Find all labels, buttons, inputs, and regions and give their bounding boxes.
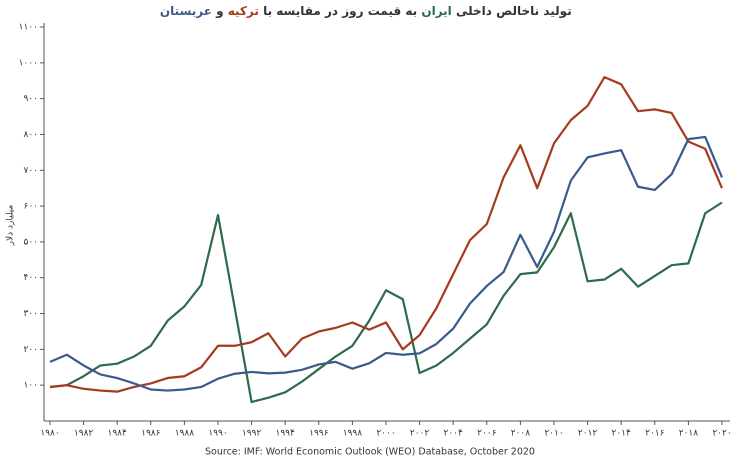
x-tick-label: ۱۹۹۲ xyxy=(242,429,262,439)
title-country: ایران xyxy=(421,4,451,18)
x-tick-label: ۲۰۱۲ xyxy=(578,429,598,439)
x-tick-label: ۱۹۸۴ xyxy=(108,429,128,439)
chart-title: تولید ناخالص داخلی ایران به قیمت روز در … xyxy=(147,4,592,19)
y-tick-label: ۷۰۰ xyxy=(23,166,38,176)
x-tick-label: ۱۹۸۶ xyxy=(141,429,161,439)
x-tick-label: ۱۹۹۶ xyxy=(309,429,329,439)
x-tick-label: ۱۹۹۸ xyxy=(343,429,363,439)
y-tick-label: ۹۰۰ xyxy=(23,94,38,104)
series-line xyxy=(49,201,723,404)
title-part: و xyxy=(212,4,228,19)
y-tick-label: ۱۱۰۰ xyxy=(19,23,38,33)
x-tick-label: ۲۰۱۴ xyxy=(612,429,632,439)
x-tick-label: ۲۰۰۰ xyxy=(376,429,395,439)
title-country: ترکیه xyxy=(228,4,259,18)
y-tick-label: ۸۰۰ xyxy=(23,130,38,140)
x-tick-label: ۲۰۱۸ xyxy=(679,429,699,439)
x-tick-label: ۱۹۸۲ xyxy=(74,429,94,439)
x-tick-label: ۱۹۹۴ xyxy=(276,429,296,439)
y-tick-label: ۲۰۰ xyxy=(23,345,38,355)
source: Source: IMF: World Economic Outlook (WEO… xyxy=(205,447,535,458)
y-tick-label: ۶۰۰ xyxy=(23,202,38,212)
y-tick-label: ۱۰۰ xyxy=(23,381,38,391)
title-country: عربستان xyxy=(160,4,212,18)
x-tick-label: ۲۰۰۴ xyxy=(444,429,464,439)
x-tick-label: ۲۰۱۰ xyxy=(544,429,563,439)
x-tick-label: ۱۹۸۸ xyxy=(175,429,195,439)
y-axis-label: میلیارد دلار xyxy=(6,204,16,246)
y-tick-label: ۳۰۰ xyxy=(23,309,38,319)
y-tick-label: ۵۰۰ xyxy=(23,237,38,247)
x-tick-label: ۲۰۱۶ xyxy=(645,429,665,439)
y-tick-label: ۴۰۰ xyxy=(23,273,38,283)
x-tick-label: ۲۰۰۶ xyxy=(477,429,497,439)
y-tick-label: ۱۰۰۰ xyxy=(19,58,38,68)
x-tick-label: ۲۰۲۰ xyxy=(712,429,731,439)
x-tick-label: ۱۹۹۰ xyxy=(208,429,227,439)
title-part: تولید ناخالص داخلی xyxy=(452,4,572,19)
title-part: به قیمت روز در مقایسه با xyxy=(259,4,421,19)
series-line xyxy=(49,135,724,392)
series-line xyxy=(49,76,724,393)
x-tick-label: ۲۰۰۲ xyxy=(410,429,430,439)
x-tick-label: ۱۹۸۰ xyxy=(40,429,59,439)
x-tick-label: ۲۰۰۸ xyxy=(511,429,531,439)
